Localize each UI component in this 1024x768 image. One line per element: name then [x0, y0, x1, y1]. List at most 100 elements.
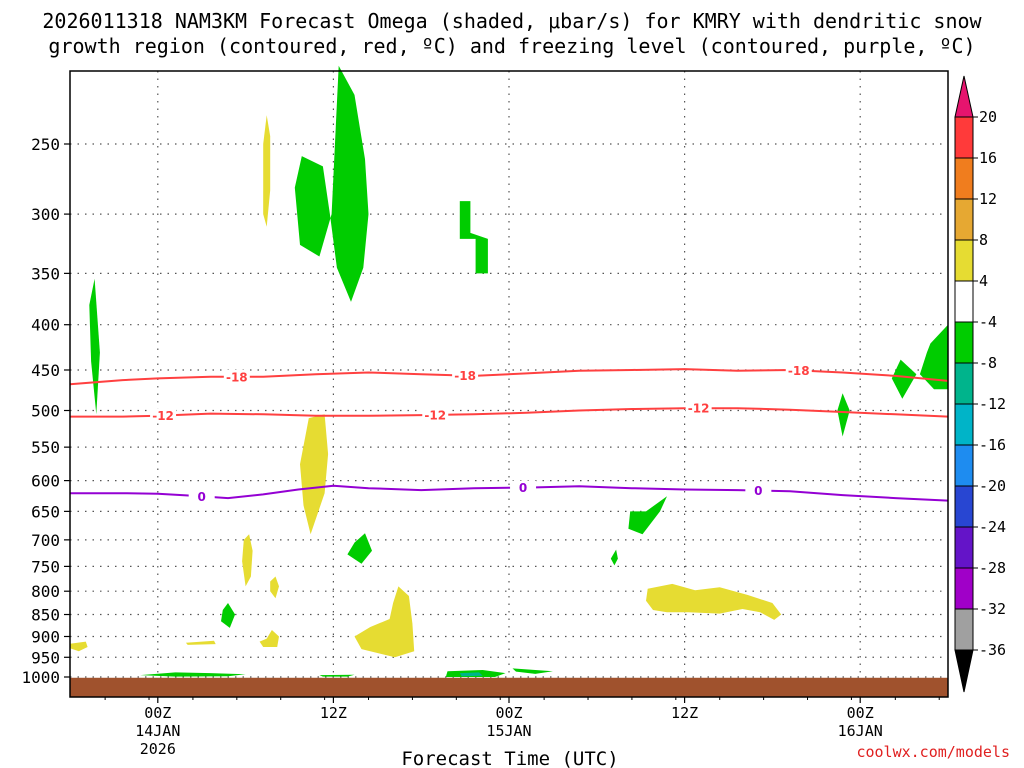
colorbar-band: [954, 485, 974, 528]
x-tick-label: 2026: [140, 740, 176, 758]
contour-label: -18: [454, 369, 476, 383]
colorbar-band: [954, 608, 974, 651]
omega-region: [354, 586, 415, 658]
site-credit: coolwx.com/models: [856, 743, 1010, 761]
omega-shaded-regions: [70, 65, 948, 677]
colorbar-label: -8: [979, 354, 997, 372]
y-tick-label: 350: [31, 264, 60, 283]
colorbar-bottom-arrow: [954, 649, 974, 693]
chart-title-line-1: 2026011318 NAM3KM Forecast Omega (shaded…: [42, 9, 982, 33]
ground-surface-band: [70, 677, 948, 697]
colorbar-band: [954, 403, 974, 446]
omega-region: [347, 533, 372, 564]
plot-area-background: [70, 71, 948, 697]
contour-label-background: [510, 480, 537, 495]
contour-label: -12: [688, 402, 710, 416]
contour-label-background: [785, 363, 812, 378]
y-tick-label: 500: [31, 402, 60, 421]
x-tick-label: 00Z: [144, 704, 171, 722]
omega-region: [646, 583, 782, 620]
colorbar-band: [954, 239, 974, 282]
contour-label: 0: [754, 484, 762, 498]
y-tick-label: 250: [31, 135, 60, 154]
omega-region: [610, 549, 618, 566]
omega-region: [512, 668, 553, 674]
omega-region: [459, 672, 483, 677]
contour-label-background: [452, 368, 479, 383]
colorbar-band: [954, 321, 974, 364]
omega-region: [242, 534, 253, 587]
contour-label-background: [223, 369, 250, 384]
y-tick-label: 1000: [21, 668, 60, 687]
x-tick-label: 12Z: [320, 704, 347, 722]
omega-region: [919, 324, 948, 390]
colorbar-band: [954, 280, 974, 323]
colorbar-label: -32: [979, 600, 1006, 618]
colorbar-label: 8: [979, 231, 988, 249]
contour-label-background: [150, 408, 177, 423]
contour-label-background: [188, 489, 215, 504]
omega-region: [89, 278, 100, 415]
x-tick-label: 00Z: [495, 704, 522, 722]
omega-region: [70, 641, 88, 652]
omega-region: [185, 640, 216, 645]
colorbar-band: [954, 444, 974, 487]
contour-label: 0: [519, 481, 527, 495]
colorbar-band: [954, 362, 974, 405]
y-tick-label: 700: [31, 531, 60, 550]
colorbar-label: -28: [979, 559, 1006, 577]
x-axis-label: Forecast Time (UTC): [401, 748, 618, 768]
pressure-axis: 250 300 350 400 450 500 550 600 650 700 750 800 850 9…: [21, 135, 70, 687]
colorbar-label: -16: [979, 436, 1006, 454]
colorbar-band: [954, 526, 974, 569]
y-tick-label: 850: [31, 606, 60, 625]
omega-region: [221, 603, 236, 628]
omega-region: [259, 630, 279, 647]
y-tick-label: 450: [31, 361, 60, 380]
y-tick-label: 950: [31, 648, 60, 667]
colorbar-band: [954, 198, 974, 241]
colorbar-label: -12: [979, 395, 1006, 413]
contour-label: -18: [788, 364, 810, 378]
y-tick-label: 400: [31, 316, 60, 335]
colorbar-label: 16: [979, 149, 997, 167]
contour-label: -12: [424, 408, 446, 422]
x-tick-label: 14JAN: [135, 722, 180, 740]
omega-region: [891, 359, 917, 399]
colorbar-label: 20: [979, 108, 997, 126]
omega-region: [270, 576, 279, 599]
y-tick-label: 300: [31, 205, 60, 224]
y-tick-label: 600: [31, 472, 60, 491]
omega-region: [459, 201, 488, 274]
y-tick-label: 550: [31, 438, 60, 457]
contour-label: -18: [226, 370, 248, 384]
colorbar-label: 12: [979, 190, 997, 208]
contour-label: -12: [152, 409, 174, 423]
x-tick-label: 12Z: [671, 704, 698, 722]
y-tick-label: 800: [31, 582, 60, 601]
colorbar-label: -20: [979, 477, 1006, 495]
omega-region: [263, 115, 271, 227]
contour-label-background: [422, 407, 449, 422]
y-tick-label: 650: [31, 502, 60, 521]
omega-region: [837, 393, 850, 437]
colorbar-band: [954, 567, 974, 610]
x-tick-label: 15JAN: [486, 722, 531, 740]
colorbar-label: 4: [979, 272, 988, 290]
contour-line: [70, 407, 949, 418]
colorbar-label: -36: [979, 641, 1006, 659]
temperature-contours: -18 -18 -18 -12 -12 -12 0 0 0: [69, 363, 949, 504]
colorbar-label: -4: [979, 313, 997, 331]
omega-region: [319, 674, 355, 677]
omega-colorbar: 20 16 12 8 4 -4 -8 -12 -16 -20 -24 -28 -32 -36: [954, 75, 1006, 693]
colorbar-band: [954, 157, 974, 200]
x-tick-label: 16JAN: [838, 722, 883, 740]
contour-label-background: [685, 401, 712, 416]
colorbar-top-arrow: [954, 75, 974, 118]
omega-region: [294, 65, 369, 302]
chart-title-line-2: growth region (contoured, red, ºC) and f…: [48, 34, 975, 58]
omega-region: [300, 414, 329, 535]
omega-region: [140, 672, 246, 677]
